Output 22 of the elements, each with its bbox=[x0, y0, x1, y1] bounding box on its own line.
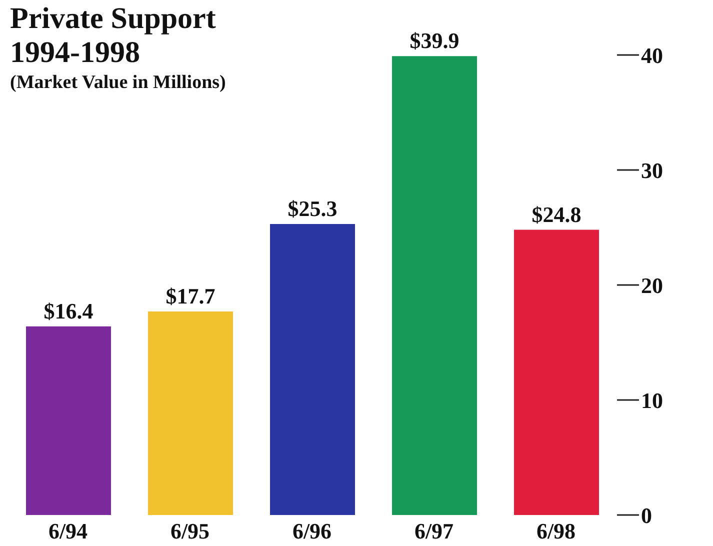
x-tick-label: 6/96 bbox=[292, 518, 332, 544]
data-label: $39.9 bbox=[410, 28, 460, 54]
x-tick-label: 6/98 bbox=[536, 518, 576, 544]
y-tick-label: 30 bbox=[641, 158, 663, 183]
text: (Market Value in Millions) bbox=[10, 71, 226, 95]
x-tick-label: 6/94 bbox=[48, 518, 88, 544]
data-label: $17.7 bbox=[166, 283, 216, 308]
bar bbox=[392, 56, 477, 515]
bar bbox=[270, 224, 355, 515]
data-label: $24.8 bbox=[532, 202, 582, 227]
y-tick-label: 0 bbox=[641, 502, 652, 528]
x-tick-label: 6/95 bbox=[170, 518, 210, 544]
chart-title: Private Support 1994-1998 bbox=[10, 2, 217, 70]
bar bbox=[148, 311, 233, 515]
bar bbox=[514, 230, 599, 515]
y-tick-label: 10 bbox=[641, 388, 663, 413]
data-label: $16.4 bbox=[44, 298, 94, 324]
data-label: $25.3 bbox=[288, 196, 338, 222]
y-tick-label: 40 bbox=[641, 42, 663, 68]
bar bbox=[26, 326, 111, 515]
y-tick-label: 20 bbox=[641, 272, 663, 298]
x-tick-label: 6/97 bbox=[414, 518, 454, 544]
